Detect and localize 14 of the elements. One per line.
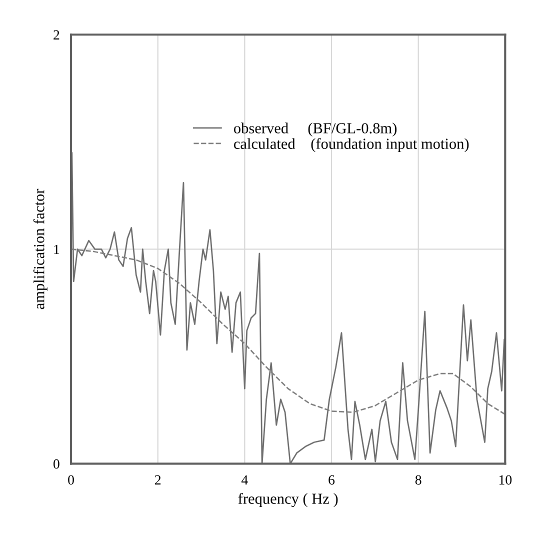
line-series xyxy=(71,248,506,416)
x-tick-label: 4 xyxy=(241,475,248,484)
x-tick-label: 8 xyxy=(415,475,422,485)
x-tick-label: 0 xyxy=(68,475,74,485)
x-tick-label: 2 xyxy=(154,475,161,484)
y-tick-label: 1 xyxy=(54,244,60,254)
x-axis-title: frequency ( Hz ) xyxy=(238,492,338,508)
x-tick-label: 10 xyxy=(499,475,512,485)
y-axis-title: amplification factor xyxy=(33,188,48,310)
y-tick-label: 0 xyxy=(53,459,60,469)
x-tick-label: 6 xyxy=(328,475,335,485)
legend-label: calculated (foundation input motion) xyxy=(234,138,469,152)
y-tick-label: 2 xyxy=(54,30,60,40)
legend-label: observed (BF/GL-0.8m) xyxy=(234,122,397,137)
